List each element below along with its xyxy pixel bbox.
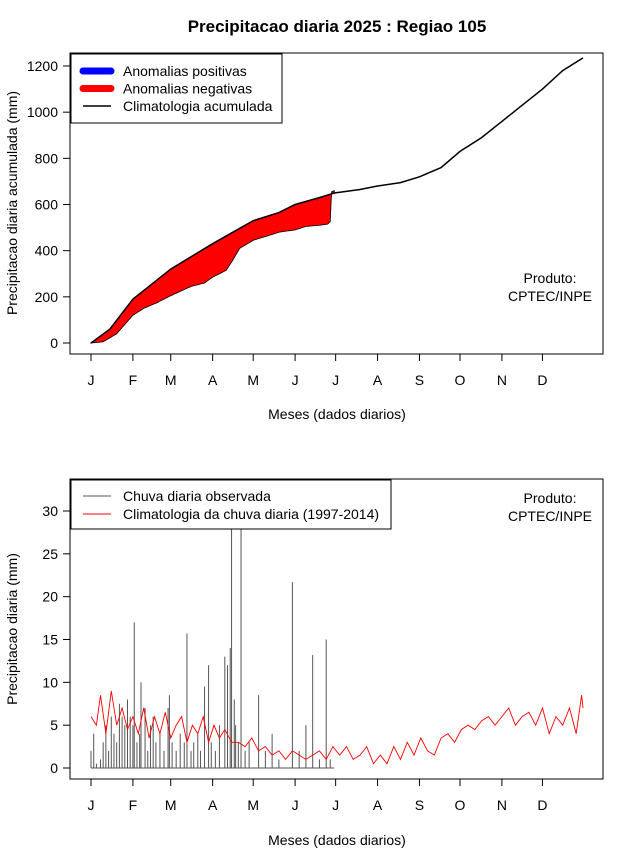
y-tick-label: 20	[42, 589, 58, 605]
legend: Anomalias positivas Anomalias negativasCl…	[70, 53, 283, 124]
y-tick-label: 1000	[27, 104, 58, 120]
y-axis-label: Precipitacao diaria (mm)	[4, 553, 20, 705]
x-tick-label: J	[332, 797, 339, 813]
legend-label: Climatologia acumulada	[123, 98, 273, 114]
x-tick-label: A	[373, 797, 383, 813]
x-tick-label: J	[292, 372, 299, 388]
legend-label: Climatologia da chuva diaria (1997-2014)	[123, 506, 379, 522]
x-tick-label: O	[455, 797, 466, 813]
x-tick-label: A	[208, 372, 218, 388]
chart-title: Precipitacao diaria 2025 : Regiao 105	[188, 17, 487, 36]
y-axis: 0 200 400 600 800 1000 1200	[27, 58, 71, 351]
x-tick-label: J	[332, 372, 339, 388]
x-tick-label: F	[129, 372, 138, 388]
y-tick-label: 5	[50, 717, 58, 733]
x-tick-label: F	[129, 797, 138, 813]
legend-label: Chuva diaria observada	[123, 488, 271, 504]
y-tick-label: 30	[42, 503, 58, 519]
y-tick-label: 800	[35, 150, 59, 166]
plot-area	[89, 57, 584, 344]
y-axis-label: Precipitacao diaria acumulada (mm)	[4, 91, 20, 315]
series-climatologia-diaria	[90, 690, 584, 765]
y-tick-label: 600	[35, 197, 59, 213]
x-tick-label: M	[247, 372, 259, 388]
legend-label: Anomalias negativas	[123, 81, 252, 97]
product-source: CPTEC/INPE	[508, 508, 592, 524]
series-climatologia-acumulada	[90, 57, 584, 344]
y-tick-label: 200	[35, 289, 59, 305]
product-source: CPTEC/INPE	[508, 288, 592, 304]
x-tick-label: D	[537, 797, 547, 813]
x-tick-label: J	[88, 372, 95, 388]
x-tick-label: N	[497, 372, 507, 388]
x-tick-label: S	[415, 797, 424, 813]
x-tick-label: A	[373, 372, 383, 388]
y-tick-label: 25	[42, 546, 58, 562]
x-tick-label: O	[455, 372, 466, 388]
legend-label: Anomalias positivas	[123, 63, 247, 79]
x-axis-label: Meses (dados diarios)	[268, 406, 406, 422]
x-tick-label: S	[415, 372, 424, 388]
x-tick-label: A	[208, 797, 218, 813]
x-tick-label: M	[165, 372, 177, 388]
x-tick-label: D	[537, 372, 547, 388]
y-tick-label: 400	[35, 243, 59, 259]
y-axis: 0 5 10 15 20 25 30	[42, 503, 71, 776]
cumulative-chart: J F M A M J J A S O N D 0 200 400 600 800 1000 1200 Meses…	[4, 52, 604, 422]
daily-chart: J F M A M J J A S O N D 0 5 10 15 20 25 30 Meses (dados d…	[4, 478, 604, 848]
negative-anomaly-band	[89, 189, 335, 344]
legend: Chuva diaria observada Climatologia da ch…	[70, 479, 392, 530]
x-tick-label: N	[497, 797, 507, 813]
x-tick-label: J	[292, 797, 299, 813]
y-tick-label: 0	[50, 760, 58, 776]
x-tick-label: M	[247, 797, 259, 813]
y-tick-label: 10	[42, 674, 58, 690]
y-tick-label: 0	[50, 335, 58, 351]
product-label: Produto:	[524, 270, 577, 286]
product-label: Produto:	[524, 490, 577, 506]
x-tick-label: J	[88, 797, 95, 813]
y-tick-label: 1200	[27, 58, 58, 74]
legend-box	[70, 479, 392, 530]
x-axis-label: Meses (dados diarios)	[268, 832, 406, 848]
y-tick-label: 15	[42, 632, 58, 648]
x-tick-label: M	[165, 797, 177, 813]
